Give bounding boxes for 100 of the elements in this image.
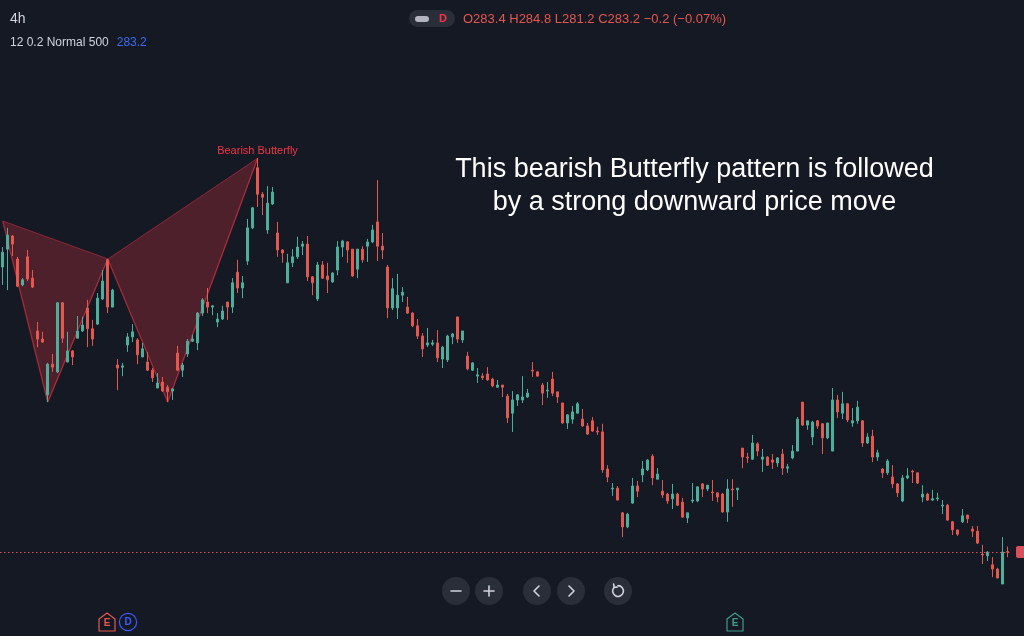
candlestick [276, 221, 279, 258]
candlestick [956, 529, 959, 537]
candlestick [976, 525, 979, 545]
candlestick [831, 387, 834, 452]
candlestick [166, 384, 169, 403]
candlestick [51, 353, 54, 373]
candlestick [536, 370, 539, 378]
candlestick [241, 275, 244, 299]
text: E [730, 617, 740, 629]
candlestick [946, 503, 949, 522]
candlestick [76, 315, 79, 339]
candlestick [336, 240, 339, 276]
candlestick [126, 332, 129, 353]
candlestick [1001, 536, 1004, 585]
candlestick [81, 316, 84, 333]
candlestick [636, 480, 639, 498]
candlestick [616, 485, 619, 501]
candlestick [441, 345, 444, 369]
candlestick [581, 408, 584, 428]
candlestick [786, 463, 789, 474]
candlestick [206, 287, 209, 314]
candlestick [256, 157, 259, 208]
candlestick [36, 321, 39, 348]
candlestick [556, 391, 559, 404]
candlestick [676, 492, 679, 507]
candlestick [511, 390, 514, 433]
candlestick [806, 420, 809, 431]
candlestick [6, 227, 9, 291]
candlestick [211, 304, 214, 316]
candlestick [941, 499, 944, 515]
candlestick [716, 492, 719, 503]
candlestick [756, 441, 759, 457]
candlestick [156, 372, 159, 389]
candlestick [486, 366, 489, 382]
candlestick [911, 469, 914, 484]
candlestick [41, 331, 44, 344]
candlestick [791, 444, 794, 460]
candlestick [471, 361, 474, 372]
candlestick [681, 497, 684, 519]
candlestick [711, 479, 714, 502]
candlestick [686, 512, 689, 524]
candlestick [421, 332, 424, 358]
candlestick [656, 467, 659, 480]
candlestick [191, 334, 194, 343]
candlestick [811, 420, 814, 446]
candlestick [596, 426, 599, 436]
series-label: Bearish Butterfly [217, 143, 299, 156]
candlestick [86, 299, 89, 348]
candlestick [971, 525, 974, 538]
candlestick [721, 492, 724, 514]
candlestick [496, 379, 499, 389]
candlestick [101, 269, 104, 301]
candlestick [146, 351, 149, 372]
candlestick [381, 232, 384, 260]
candlestick [481, 372, 484, 381]
annotation: This bearish Butterfly pattern is followed by a strong downward price move [454, 152, 935, 218]
candlestick [651, 453, 654, 486]
candlestick [446, 334, 449, 363]
candlestick [606, 464, 609, 483]
candlestick [761, 448, 764, 473]
candlestick [271, 186, 274, 206]
candlestick [296, 236, 299, 260]
candlestick [176, 345, 179, 372]
candlestick [646, 458, 649, 472]
candlestick [246, 218, 249, 266]
candlestick [416, 318, 419, 340]
candlestick [31, 269, 34, 289]
candlestick [591, 416, 594, 433]
candlestick [66, 331, 69, 363]
candlestick [281, 248, 284, 264]
candlestick [796, 416, 799, 452]
candlestick [321, 260, 324, 280]
candlestick [106, 258, 109, 314]
candlestick [861, 419, 864, 448]
candlestick [631, 477, 634, 505]
candlestick [396, 273, 399, 320]
text: E [102, 617, 112, 629]
candlestick [141, 342, 144, 358]
candlestick [116, 358, 119, 391]
candlestick [996, 567, 999, 579]
candlestick [576, 401, 579, 414]
candlestick [851, 407, 854, 428]
candlestick [456, 316, 459, 344]
candlestick [661, 479, 664, 499]
candlestick [506, 393, 509, 424]
text: D [123, 616, 133, 628]
candlestick [261, 191, 264, 216]
candlestick [891, 464, 894, 489]
candlestick [546, 381, 549, 399]
pill-badge: D [409, 10, 455, 27]
candlestick [746, 452, 749, 464]
candlestick [621, 511, 624, 538]
text: O283.4 H284.8 L281.2 C283.2 −0.2 (−0.07%) [463, 11, 727, 27]
candlestick [696, 486, 699, 503]
candlestick [821, 422, 824, 455]
candlestick [201, 297, 204, 317]
chart-subtitle: 12 0.2 Normal 500 [10, 35, 109, 50]
candlestick [11, 234, 14, 257]
candlestick [601, 423, 604, 474]
candlestick [936, 492, 939, 502]
